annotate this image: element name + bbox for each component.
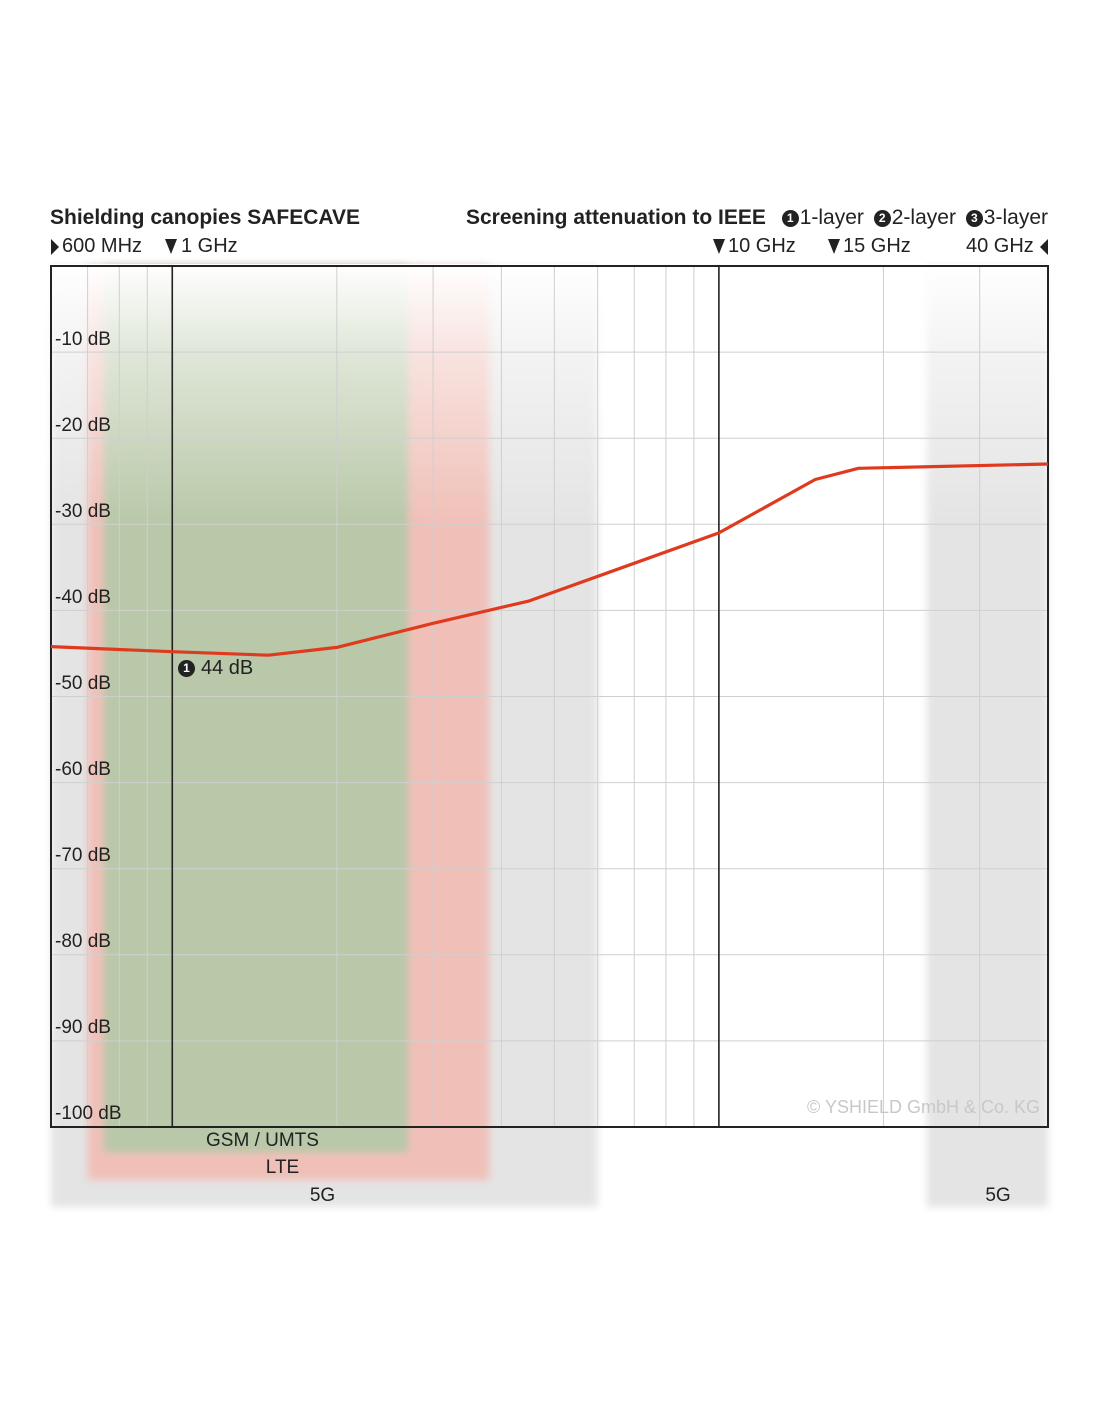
y-tick-label: -90 dB bbox=[55, 1017, 111, 1038]
band-fade-overlay bbox=[41, 264, 1058, 524]
arrow-down bbox=[828, 239, 840, 254]
frequency-marker-arrows bbox=[51, 239, 1048, 255]
legend-marker: 1 bbox=[781, 210, 799, 227]
y-tick-label: -20 dB bbox=[55, 415, 111, 436]
y-tick-label: -60 dB bbox=[55, 759, 111, 780]
annotation-marker: 1 bbox=[178, 660, 195, 677]
series-line-1-layer bbox=[50, 462, 1049, 657]
frequency-marker-lines bbox=[171, 266, 720, 1127]
arrow-down bbox=[713, 239, 725, 254]
grid bbox=[51, 266, 1048, 1127]
legend-label: 3-layer bbox=[983, 206, 1048, 229]
freq-label-40ghz: 40 GHz bbox=[966, 235, 1034, 257]
arrow-40ghz bbox=[1040, 239, 1048, 255]
legend-item-1-layer: 1 1-layer bbox=[781, 206, 864, 229]
band-label-lte: LTE bbox=[265, 1157, 300, 1178]
subtitle-text: Screening attenuation to IEEE bbox=[465, 206, 766, 229]
band-label-5g-high: 5G bbox=[985, 1185, 1011, 1206]
band-label-5g-low: 5G bbox=[309, 1185, 336, 1206]
chart-title: Shielding canopies SAFECAVE bbox=[50, 206, 360, 229]
y-tick-label: -10 dB bbox=[55, 329, 111, 350]
legend-marker: 3 bbox=[965, 210, 983, 227]
y-tick-label: -40 dB bbox=[55, 587, 111, 608]
annotation-44db: 1 44 dB bbox=[178, 657, 253, 680]
freq-label-1ghz: 1 GHz bbox=[181, 235, 238, 257]
freq-label-10ghz: 10 GHz bbox=[728, 235, 796, 257]
arrow-down bbox=[165, 239, 177, 254]
y-tick-label: -100 dB bbox=[55, 1103, 122, 1124]
y-tick-label: -70 dB bbox=[55, 845, 111, 866]
chart-subtitle: Screening attenuation to IEEE 1 1-layer 2… bbox=[466, 206, 1048, 230]
y-tick-label: -50 dB bbox=[55, 673, 111, 694]
legend-item-3-layer: 3 3-layer bbox=[965, 206, 1048, 229]
band-label-gsm-umts: GSM / UMTS bbox=[206, 1130, 319, 1151]
freq-label-15ghz: 15 GHz bbox=[843, 235, 911, 257]
legend-item-2-layer: 2 2-layer bbox=[873, 206, 956, 229]
freq-label-600mhz: 600 MHz bbox=[62, 235, 143, 257]
copyright-notice: © YSHIELD GmbH & Co. KG bbox=[807, 1097, 1040, 1117]
series-lines bbox=[50, 462, 1049, 657]
y-tick-label: -80 dB bbox=[55, 931, 111, 952]
plot-frame bbox=[50, 265, 1049, 1128]
arrow-600mhz bbox=[51, 239, 59, 255]
legend-label: 1-layer bbox=[799, 206, 864, 229]
y-tick-label: -30 dB bbox=[55, 501, 111, 522]
annotation-text: 44 dB bbox=[201, 657, 254, 679]
legend-marker: 2 bbox=[873, 210, 891, 227]
legend-label: 2-layer bbox=[891, 206, 956, 229]
